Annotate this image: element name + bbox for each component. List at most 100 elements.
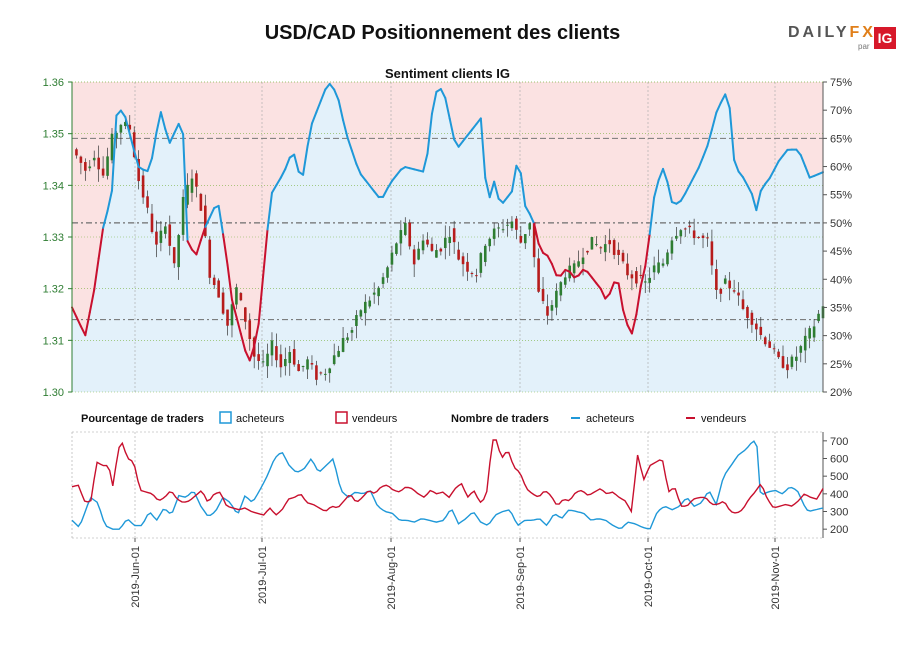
sentiment-segment (746, 184, 753, 195)
candle-body (635, 271, 638, 284)
sentiment-segment (395, 168, 402, 177)
candle-body (799, 346, 803, 353)
candle-body (97, 157, 100, 170)
candle-body (648, 277, 651, 283)
candle-body (266, 353, 269, 367)
sentiment-segment (199, 225, 207, 242)
candle-body (435, 250, 438, 258)
sentiment-segment (604, 292, 611, 300)
candle-body (372, 292, 376, 295)
legend-count-buyers-label: acheteurs (586, 413, 635, 425)
sentiment-segment (222, 233, 229, 266)
right-tick-label: 35% (830, 302, 852, 314)
candle-body (706, 237, 709, 239)
candle-body (399, 230, 403, 244)
sentiment-segment (466, 128, 473, 137)
sentiment-segment (284, 156, 291, 170)
right-tick-label: 300 (830, 507, 848, 519)
sentiment-segment (102, 209, 109, 229)
candle-body (612, 240, 616, 255)
candle-body (657, 262, 660, 273)
candle-body (803, 335, 807, 351)
candle-body (403, 222, 407, 235)
sentiment-segment (359, 173, 367, 182)
candle-body (781, 356, 785, 368)
candle-body (159, 230, 163, 243)
candle-body (541, 289, 545, 302)
candle-body (470, 273, 474, 275)
candle-body (101, 168, 105, 176)
sentiment-segment (795, 148, 802, 157)
candle-body (284, 358, 287, 367)
candle-body (532, 222, 536, 258)
sentiment-segment (244, 349, 251, 362)
candle-body (812, 326, 816, 338)
candle-body (586, 250, 589, 253)
sentiment-segment (817, 171, 824, 176)
sentiment-segment (239, 332, 247, 352)
sentiment-segment (110, 114, 118, 192)
candle-body (350, 330, 354, 333)
candle-body (786, 364, 789, 371)
sentiment-segment (728, 107, 736, 161)
candle-body (737, 292, 740, 296)
right-tick-label: 45% (830, 246, 852, 258)
candle-body (528, 223, 532, 230)
sentiment-segment (626, 323, 633, 335)
sentiment-segment (804, 165, 811, 179)
candle-body (275, 346, 278, 361)
main-title: Sentiment clients IG (385, 66, 510, 81)
sentiment-segment (528, 212, 536, 225)
right-tick-label: 75% (830, 77, 852, 89)
logo-text: DAILYFX (788, 24, 876, 41)
x-tick-label: 2019-Jun-01 (130, 546, 142, 608)
sentiment-segment (577, 268, 585, 277)
sentiment-segment (155, 111, 162, 134)
candle-body (461, 256, 465, 265)
candle-body (75, 149, 78, 156)
sentiment-segment (217, 204, 225, 236)
sentiment-segment (662, 167, 669, 184)
sentiment-segment (430, 90, 438, 115)
candle-body (386, 267, 389, 278)
candle-body (181, 196, 185, 235)
candle-body (208, 239, 212, 278)
right-tick-label: 55% (830, 190, 852, 202)
sentiment-segment (422, 152, 429, 173)
right-tick-label: 700 (830, 436, 848, 448)
candle-body (186, 184, 189, 205)
sentiment-segment (368, 184, 376, 193)
sentiment-segment (315, 99, 322, 114)
sentiment-segment (226, 263, 233, 301)
sentiment-segment (257, 275, 265, 325)
candle-body (390, 252, 394, 265)
sentiment-segment (768, 168, 776, 180)
sentiment-segment (124, 116, 131, 136)
candle-body (537, 258, 540, 292)
candle-body (150, 213, 154, 232)
candle-body (359, 310, 363, 317)
sentiment-segment (119, 109, 127, 119)
candle-body (439, 248, 443, 252)
legend-sellers-label: vendeurs (352, 413, 398, 425)
sentiment-segment (390, 174, 398, 183)
sentiment-segment (710, 111, 718, 131)
sentiment-segment (546, 254, 553, 265)
sentiment-segment (506, 190, 513, 199)
sentiment-segment (204, 216, 211, 228)
candle-body (719, 288, 723, 294)
candle-body (759, 326, 763, 336)
sentiment-segment (764, 177, 771, 185)
sentiment-segment (470, 123, 478, 131)
candle-body (688, 225, 691, 228)
candle-body (492, 228, 496, 239)
candle-body (475, 275, 478, 277)
x-tick-label: 2019-Aug-01 (386, 546, 398, 610)
sentiment-segment (306, 122, 313, 148)
candle-body (212, 277, 216, 285)
right-tick-label: 200 (830, 524, 848, 536)
candle-body (417, 248, 420, 260)
sentiment-segment (559, 268, 567, 277)
sentiment-segment (173, 122, 180, 135)
sentiment-segment (302, 145, 309, 176)
